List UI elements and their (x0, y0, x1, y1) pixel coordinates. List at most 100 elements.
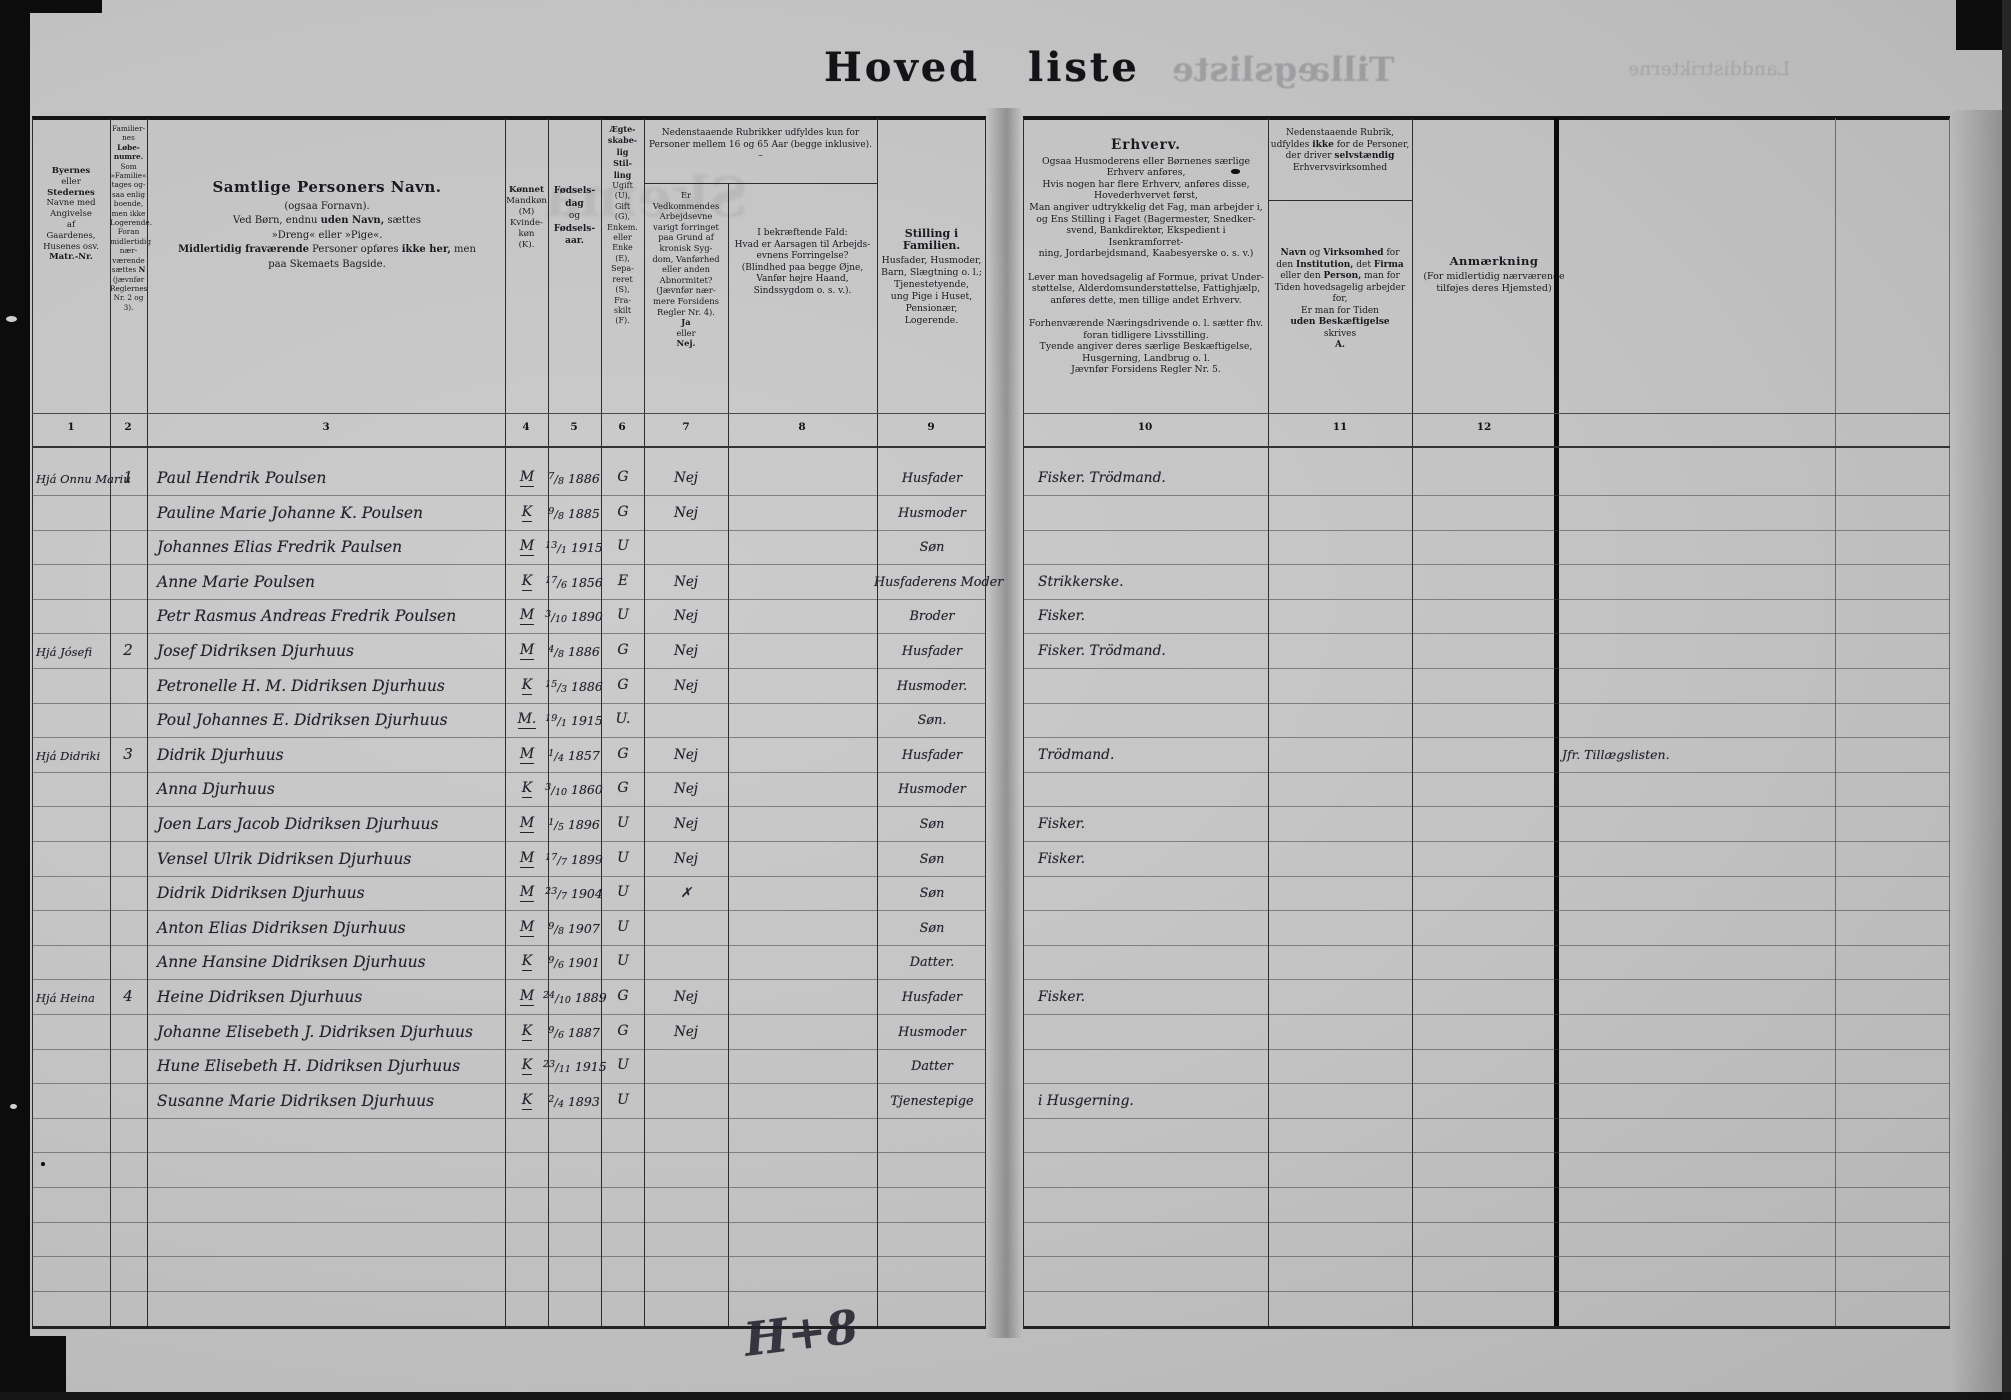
grid-line (1023, 1048, 1950, 1050)
header-line: Gift (614, 201, 631, 211)
grid-line (110, 118, 112, 1326)
header-line: udfyldes ikke for de Personer, (1270, 139, 1410, 150)
cell-family-position: Husmoder (898, 1024, 966, 1040)
cell-marital: G (617, 988, 629, 1004)
header-col-cause: I bekræftende Fald: Hvad er Aarsagen til … (728, 228, 877, 297)
header-line: af (66, 219, 76, 230)
header-col-name: Samtlige Personers Navn. (ogsaa Fornavn).… (152, 180, 502, 272)
header-line: Erhverv. (1111, 137, 1181, 153)
grid-line (1023, 841, 1950, 842)
grid-line (32, 1290, 986, 1292)
header-line: Mandkøn (506, 196, 547, 206)
grid-line (1023, 598, 1950, 600)
cell-name: Petr Rasmus Andreas Fredrik Poulsen (157, 607, 457, 626)
cell-birthdate: 9/6 1887 (548, 1024, 600, 1041)
grid-line (32, 979, 986, 981)
header-line: Foran (117, 227, 140, 237)
header-line: (U), (614, 191, 631, 201)
header-col-occupation: Erhverv. Ogsaa Husmoderens eller Børnenes… (1028, 137, 1264, 376)
cell-family-position: Husfader (901, 471, 963, 486)
header-line: ling (613, 169, 632, 180)
grid-line (1268, 200, 1412, 202)
cell-marital: U (617, 1057, 629, 1074)
grid-line (32, 1187, 986, 1188)
header-line: Nedenstaaende Rubrikker udfyldes kun for (661, 128, 860, 138)
grid-line (1023, 806, 1950, 808)
header-line: støttelse, Alderdomsunderstøttelse, Fatt… (1031, 283, 1261, 295)
header-line: Husfader, Husmoder, (881, 255, 982, 266)
header-line: (G), (614, 212, 631, 222)
cell-sex: M (519, 918, 535, 937)
cell-place: Hjá Jósefi (36, 645, 93, 659)
header-col-marital: Ægte-skabe-lig Stil-ling Ugift (U), Gift (G),… (601, 124, 644, 327)
header-line: uden Beskæftigelse (1290, 317, 1390, 327)
header-line: den Institution, det Firma (1276, 259, 1404, 270)
header-line: Nej. (676, 338, 696, 349)
header-line: varigt forringet (653, 221, 719, 232)
header-line: (Blindhed paa begge Øjne, (741, 262, 864, 273)
cell-marital: G (617, 642, 629, 658)
cell-workability: Nej (674, 573, 698, 590)
cell-birthdate: 3/10 1860 (545, 782, 603, 799)
page-title: Hoved (824, 44, 981, 91)
header-line: Gaardenes, (46, 230, 96, 241)
header-line: Ja (681, 317, 691, 328)
grid-line (1023, 564, 1950, 566)
header-line: svend, Bankdirektør, Ekspedient i Isenkr… (1066, 225, 1226, 248)
header-line: Løbe- (117, 142, 140, 152)
header-line: Hvad er Aarsagen til Arbejds- (734, 239, 871, 250)
grid-line (1023, 1152, 1950, 1154)
scan-speck (6, 316, 17, 322)
header-line: Tyende angiver deres særlige Beskæftigel… (1039, 341, 1253, 353)
header-line: numre. (113, 152, 144, 162)
grid-line (32, 737, 986, 739)
cell-remark: Jfr. Tillægslisten. (1562, 746, 1670, 762)
header-line: eller anden (661, 264, 711, 275)
header-line: Stedernes (47, 187, 95, 198)
cell-name: Anton Elias Didriksen Djurhuus (157, 918, 406, 937)
cell-birthdate: 19/1 1915 (545, 713, 603, 730)
grid-line (1023, 118, 1025, 1326)
cell-family-position: Søn (919, 886, 945, 902)
header-line: Husgerning, Landbrug o. l. (1082, 352, 1210, 364)
grid-line (1412, 118, 1414, 1326)
cell-workability: Nej (674, 746, 698, 763)
header-line: Sindssygdom o. s. v.). (753, 285, 852, 296)
grid-line (601, 118, 603, 1326)
header-line: og Ens Stilling i Faget (Bagermester, Sn… (1036, 213, 1256, 225)
cell-family-position: Husfader (901, 644, 963, 659)
header-line: Fra- (614, 295, 631, 305)
cell-name: Petronelle H. M. Didriksen Djurhuus (157, 676, 445, 695)
cell-name: Didrik Didriksen Djurhuus (157, 884, 365, 903)
header-line: nær- (119, 246, 138, 256)
header-line: Midlertidig fraværende Personer opføres … (178, 244, 476, 255)
cell-birthdate: 9/8 1885 (548, 505, 600, 522)
cell-marital: U (617, 815, 629, 831)
header-line: Man angiver udtrykkelig det Fag, man arb… (1029, 201, 1263, 213)
grid-line (1023, 944, 1950, 946)
cell-marital: U (617, 538, 629, 555)
ink-speck (41, 1162, 45, 1166)
column-number: 2 (124, 421, 132, 433)
header-line: Logerende. (904, 315, 959, 326)
header-line: lig (616, 146, 629, 157)
cell-name: Vensel Ulrik Didriksen Djurhuus (157, 849, 412, 868)
header-line: I bekræftende Fald: (757, 228, 848, 238)
grid-line (32, 116, 986, 120)
cell-name: Joen Lars Jacob Didriksen Djurhuus (157, 815, 439, 833)
column-number: 4 (522, 421, 530, 433)
cell-family-position: Søn (919, 920, 945, 936)
cell-family-number: 2 (123, 641, 133, 659)
header-line: Reglernes (110, 283, 148, 293)
scan-corner (0, 1336, 66, 1400)
grid-line (32, 118, 34, 1326)
grid-line (985, 118, 987, 1326)
header-line: (jævnfør (112, 274, 145, 284)
header-line: kronisk Syg- (659, 242, 713, 253)
header-line: skabe- (607, 135, 638, 146)
header-line: Barn, Slægtning o. l.; (881, 267, 982, 278)
grid-line (1023, 633, 1950, 635)
grid-line (32, 668, 986, 669)
grid-line (1023, 910, 1950, 912)
